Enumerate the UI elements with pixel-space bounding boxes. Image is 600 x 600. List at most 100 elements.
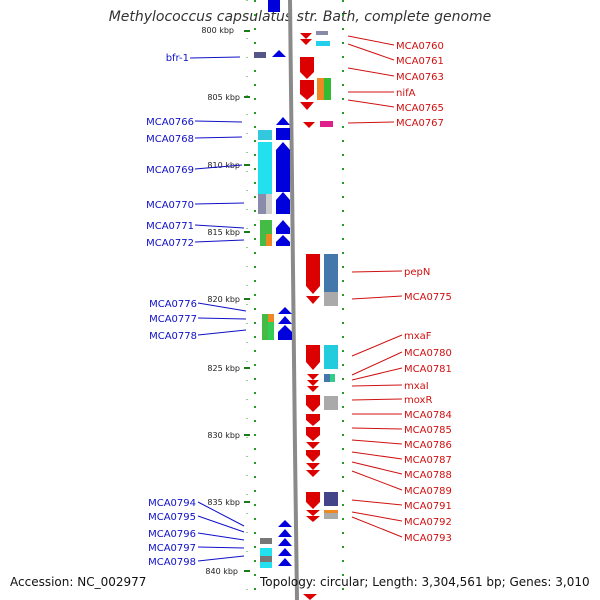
gene-arrow-pepN xyxy=(306,254,320,294)
feature-block xyxy=(268,322,274,340)
tick-label: 815 kbp xyxy=(207,228,240,237)
gene-label-mca0787[interactable]: MCA0787 xyxy=(404,455,452,466)
gene-arrow-mca0765 xyxy=(300,102,314,110)
gene-label-mca0780[interactable]: MCA0780 xyxy=(404,348,452,359)
gene-arrow-mca0771 xyxy=(276,220,290,234)
forward-label-leaders xyxy=(347,35,403,538)
reverse-gene-labels: bfr-1 MCA0766 MCA0768 MCA0769 MCA0770 MC… xyxy=(146,53,197,568)
feature-block xyxy=(260,548,272,556)
gene-label-mca0791[interactable]: MCA0791 xyxy=(404,501,452,512)
tick-label: 810 kbp xyxy=(207,161,240,170)
gene-label-mca0792[interactable]: MCA0792 xyxy=(404,517,452,528)
gene-arrow-mxaI xyxy=(307,386,319,392)
tick-label: 820 kbp xyxy=(207,295,240,304)
genome-summary-text: Topology: circular; Length: 3,304,561 bp… xyxy=(260,575,590,589)
feature-block xyxy=(254,52,266,58)
gene-arrow-mca0781 xyxy=(307,380,319,386)
gene-label-mca0794[interactable]: MCA0794 xyxy=(148,498,196,509)
feature-block xyxy=(258,130,272,140)
gene-label-mca0768[interactable]: MCA0768 xyxy=(146,134,194,145)
gene-arrow-mca0778 xyxy=(278,325,292,340)
gene-label-mca0788[interactable]: MCA0788 xyxy=(404,470,452,481)
gene-arrow-mca0796 xyxy=(278,538,292,546)
gene-label-mca0781[interactable]: MCA0781 xyxy=(404,364,452,375)
gene-arrow-mca0786 xyxy=(306,442,320,449)
gene-label-mca0796[interactable]: MCA0796 xyxy=(148,529,196,540)
gene-arrow-mca0761 xyxy=(300,39,312,45)
feature-block xyxy=(262,314,268,340)
gene-label-moxR[interactable]: moxR xyxy=(404,395,432,406)
accession-text: Accession: NC_002977 xyxy=(10,575,147,589)
gene-label-mca0772[interactable]: MCA0772 xyxy=(146,238,194,249)
gene-label-mca0789[interactable]: MCA0789 xyxy=(404,486,452,497)
feature-block xyxy=(320,121,333,127)
gene-label-mca0776[interactable]: MCA0776 xyxy=(149,299,197,310)
gene-label-bfr-1[interactable]: bfr-1 xyxy=(166,53,189,64)
tick-label: 825 kbp xyxy=(207,364,240,373)
tick-800: 800 kbp xyxy=(201,26,250,35)
gene-label-mca0767[interactable]: MCA0767 xyxy=(396,118,444,129)
feature-block xyxy=(324,345,338,369)
feature-block xyxy=(324,492,338,506)
gene-label-mca0797[interactable]: MCA0797 xyxy=(148,543,196,554)
gene-label-mca0760[interactable]: MCA0760 xyxy=(396,41,444,52)
gene-arrow-mxaF xyxy=(306,345,320,370)
reverse-strand-genes xyxy=(268,0,292,566)
gene-label-mca0784[interactable]: MCA0784 xyxy=(404,410,452,421)
tick-835: 835 kbp xyxy=(207,498,250,507)
gene-arrow-bottom-forward xyxy=(303,594,317,600)
gene-arrow-mca0792 xyxy=(306,510,320,516)
gene-label-mca0798[interactable]: MCA0798 xyxy=(148,557,196,568)
gene-arrow-bfr1 xyxy=(272,50,286,57)
tick-810: 810 kbp xyxy=(207,161,250,170)
genome-backbone xyxy=(288,0,299,600)
tick-815: 815 kbp xyxy=(207,228,250,237)
tick-825: 825 kbp xyxy=(207,364,250,373)
tick-label: 830 kbp xyxy=(207,431,240,440)
feature-block xyxy=(258,194,266,214)
gene-label-mca0771[interactable]: MCA0771 xyxy=(146,221,194,232)
gene-arrow-nifA xyxy=(300,80,314,100)
gene-label-mca0763[interactable]: MCA0763 xyxy=(396,72,444,83)
gene-label-mca0785[interactable]: MCA0785 xyxy=(404,425,452,436)
forward-strand-features xyxy=(316,31,338,519)
gene-label-pepN[interactable]: pepN xyxy=(404,267,430,278)
gene-arrow-mca0772 xyxy=(276,235,290,246)
feature-block xyxy=(260,562,272,568)
feature-block xyxy=(317,78,324,100)
gene-label-mca0766[interactable]: MCA0766 xyxy=(146,117,194,128)
gene-label-mxaI[interactable]: mxaI xyxy=(404,381,429,392)
gene-label-mca0765[interactable]: MCA0765 xyxy=(396,103,444,114)
gene-label-mca0793[interactable]: MCA0793 xyxy=(404,533,452,544)
gene-label-mca0761[interactable]: MCA0761 xyxy=(396,56,444,67)
gene-arrow-mca0770 xyxy=(276,192,290,214)
gene-arrow-mca0760 xyxy=(300,33,312,39)
gene-label-nifA[interactable]: nifA xyxy=(396,88,416,99)
gene-label-mca0777[interactable]: MCA0777 xyxy=(149,314,197,325)
gene-arrow-mca0777 xyxy=(278,316,292,324)
gene-arrow-mca0780 xyxy=(307,374,319,380)
gene-label-mxaF[interactable]: mxaF xyxy=(404,331,432,342)
tick-820: 820 kbp xyxy=(207,295,250,304)
gene-label-mca0770[interactable]: MCA0770 xyxy=(146,200,194,211)
gene-arrow-top-reverse xyxy=(268,0,280,12)
gene-arrow-mca0766 xyxy=(276,117,290,125)
scale-ticks: 800 kbp 805 kbp 810 kbp 815 kbp 820 kbp … xyxy=(201,26,250,576)
feature-block xyxy=(260,538,272,544)
gene-label-mca0778[interactable]: MCA0778 xyxy=(149,331,197,342)
gene-arrow-mca0785 xyxy=(306,427,320,441)
gene-arrow-mca0776 xyxy=(278,307,292,314)
gene-label-mca0795[interactable]: MCA0795 xyxy=(148,512,196,523)
feature-block xyxy=(324,78,331,100)
gene-arrow-mca0791 xyxy=(306,492,320,509)
feature-block xyxy=(330,374,335,382)
tick-label: 805 kbp xyxy=(207,93,240,102)
gene-arrow-mca0769 xyxy=(276,142,290,192)
feature-block xyxy=(324,292,338,306)
feature-block xyxy=(324,396,338,410)
gene-label-mca0769[interactable]: MCA0769 xyxy=(146,165,194,176)
gene-label-mca0775[interactable]: MCA0775 xyxy=(404,292,452,303)
gene-label-mca0786[interactable]: MCA0786 xyxy=(404,440,452,451)
